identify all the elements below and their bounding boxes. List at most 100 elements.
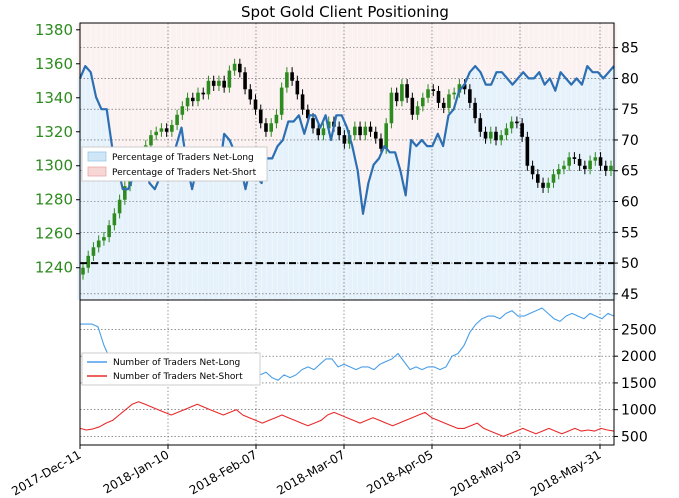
- candle-body: [180, 106, 185, 115]
- price-tick-label: 1360: [35, 55, 73, 73]
- price-tick-label: 1340: [35, 89, 73, 107]
- count-tick-label: 1000: [621, 403, 657, 419]
- candle-body: [159, 128, 164, 132]
- candle-body: [358, 126, 362, 136]
- candle-body: [206, 80, 211, 95]
- price-tick-label: 1300: [35, 157, 73, 175]
- candle-body: [410, 97, 415, 115]
- candle-body: [190, 97, 195, 102]
- candle-body: [541, 182, 545, 188]
- legend-short-label: Percentage of Traders Net-Short: [112, 168, 257, 178]
- candle-body: [551, 174, 556, 183]
- candle-body: [494, 131, 498, 141]
- candle-body: [290, 72, 294, 81]
- candle-body: [300, 94, 305, 110]
- pct-tick-label: 45: [621, 287, 639, 303]
- candle-body: [447, 94, 451, 108]
- candle-body: [421, 97, 425, 107]
- date-axis-ticks: 2017-Dec-11 2018-Jan-10 2018-Feb-07 2018-Ma…: [9, 445, 604, 498]
- candle-body: [462, 84, 467, 90]
- candle-body: [588, 160, 592, 170]
- candle-body: [562, 165, 566, 170]
- candle-body: [415, 106, 420, 115]
- candle-body: [102, 237, 106, 241]
- candle-body: [222, 80, 226, 88]
- candle-body: [196, 92, 200, 102]
- candle-body: [227, 70, 232, 88]
- count-axis-ticks: 500 1000 1500 2000 2500: [614, 322, 657, 445]
- candle-body: [509, 121, 514, 129]
- candle-body: [488, 131, 493, 139]
- legend-net-short-label: Number of Traders Net-Short: [113, 372, 243, 382]
- candle-body: [91, 247, 96, 256]
- pct-tick-label: 65: [621, 164, 639, 180]
- candle-body: [556, 169, 561, 175]
- price-tick-label: 1320: [35, 123, 73, 141]
- candle-body: [478, 118, 483, 132]
- candle-body: [248, 89, 253, 100]
- candle-body: [243, 72, 247, 90]
- candle-body: [504, 128, 509, 136]
- panel-frames: [79, 22, 615, 446]
- candle-body: [96, 240, 101, 248]
- candle-body: [441, 102, 446, 108]
- count-tick-label: 500: [621, 429, 648, 445]
- candle-body: [217, 80, 221, 86]
- candle-body: [520, 123, 524, 137]
- candle-body: [426, 89, 430, 98]
- candle-body: [305, 109, 310, 119]
- candle-body: [609, 165, 613, 171]
- candle-body: [431, 89, 436, 91]
- bottom-panel-frame: [79, 299, 615, 446]
- candle-body: [170, 124, 174, 132]
- candle-body: [342, 135, 347, 144]
- candle-body: [457, 84, 462, 93]
- candle-body: [405, 84, 409, 98]
- legend-net-long-label: Number of Traders Net-Long: [113, 358, 240, 368]
- candle-body: [311, 118, 315, 129]
- legend-bottom: Number of Traders Net-Long Number of Tra…: [81, 352, 261, 386]
- candle-body: [321, 128, 326, 136]
- candle-body: [577, 158, 582, 166]
- candle-body: [394, 92, 399, 102]
- pct-tick-label: 75: [621, 102, 639, 118]
- candle-body: [185, 97, 190, 107]
- candle-body: [452, 92, 456, 95]
- candlestick-series: [81, 58, 613, 280]
- date-tick-label: 2018-Mar-07: [274, 447, 347, 497]
- candle-body: [353, 126, 357, 136]
- candle-body: [232, 63, 237, 71]
- date-tick-label: 2018-Jan-10: [101, 447, 172, 496]
- candle-body: [572, 157, 577, 159]
- candle-body: [473, 102, 477, 119]
- candle-body: [238, 63, 242, 73]
- candle-body: [525, 136, 530, 166]
- date-tick-label: 2018-May-03: [448, 447, 523, 498]
- legend-top-box: [81, 146, 268, 182]
- date-tick-label: 2018-Apr-05: [364, 447, 435, 496]
- percent-axis-ticks: 45 50 55 60 65 70 75 80 85: [614, 41, 639, 303]
- candle-body: [81, 267, 85, 275]
- pct-tick-label: 85: [621, 41, 639, 57]
- candle-body: [274, 114, 279, 124]
- candle-body: [400, 84, 404, 102]
- candle-body: [279, 87, 284, 115]
- candle-body: [389, 92, 394, 124]
- pct-tick-label: 55: [621, 225, 639, 241]
- candle-body: [253, 99, 258, 110]
- candle-body: [567, 157, 571, 166]
- count-tick-label: 2500: [621, 322, 657, 338]
- net-short-count-line: [79, 401, 615, 437]
- candle-body: [107, 225, 111, 238]
- candle-body: [149, 135, 153, 146]
- candle-body: [175, 114, 179, 125]
- candle-body: [536, 174, 540, 183]
- candle-body: [583, 165, 587, 170]
- legend-top: Percentage of Traders Net-Long Percentag…: [81, 146, 268, 182]
- count-tick-label: 2000: [621, 349, 657, 365]
- price-tick-label: 1240: [35, 259, 73, 277]
- date-tick-label: 2018-Feb-07: [187, 447, 260, 497]
- candle-body: [86, 255, 91, 268]
- candle-body: [201, 92, 206, 95]
- candle-body: [269, 123, 273, 132]
